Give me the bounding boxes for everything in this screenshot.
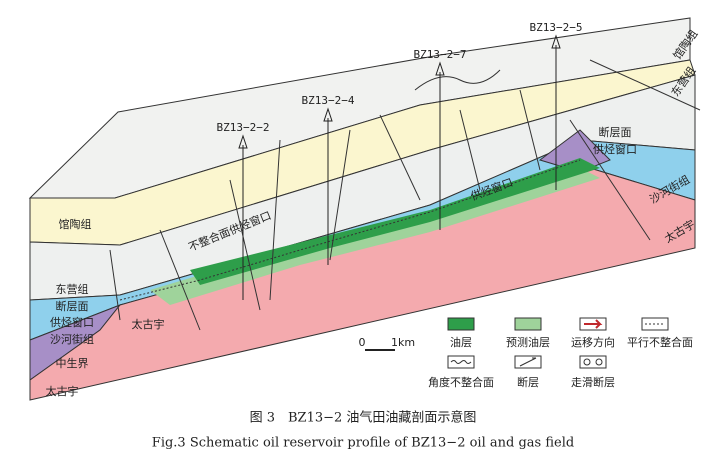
well-label: BZ13−2−7 — [414, 48, 467, 61]
formation-label: 馆陶组 — [59, 217, 92, 231]
legend-swatch — [447, 317, 475, 331]
derrick — [551, 34, 561, 49]
well-label: BZ13−2−2 — [217, 121, 270, 134]
legend-label: 断层 — [517, 375, 539, 389]
scale-zero: 0 — [359, 336, 366, 349]
formation-label: 供烃窗口 — [50, 315, 94, 329]
derrick — [238, 134, 248, 149]
formation-label: 断层面 — [56, 299, 89, 313]
formation-label: 太古宇 — [46, 385, 79, 398]
caption-zh: 图 3 BZ13−2 油气田油藏剖面示意图 — [250, 410, 477, 426]
formation-label: 中生界 — [56, 356, 89, 370]
derrick — [323, 107, 333, 122]
formation-label: 供烃窗口 — [593, 142, 637, 156]
fault — [414, 69, 501, 91]
legend-symbol — [595, 358, 603, 366]
legend-line — [519, 357, 537, 367]
well-label: BZ13−2−4 — [302, 94, 355, 107]
legend-label: 走滑断层 — [571, 375, 615, 389]
legend-line — [450, 360, 472, 364]
formation-label: 东营组 — [56, 282, 89, 296]
scale-unit: 1km — [391, 336, 415, 349]
oil-layer — [190, 158, 600, 285]
faults — [109, 59, 701, 331]
legend-label: 运移方向 — [571, 335, 615, 349]
legend-label: 角度不整合面 — [428, 375, 494, 389]
formation-label: 沙河街组 — [50, 332, 94, 346]
wells: BZ13−2−2 BZ13−2−4 BZ13−2−7 BZ13−2−5 — [217, 21, 583, 300]
derrick — [435, 61, 445, 76]
well-label: BZ13−2−5 — [530, 21, 583, 34]
legend-label: 平行不整合面 — [627, 335, 693, 349]
legend-arrow — [584, 319, 603, 329]
legend-symbol — [583, 358, 591, 366]
legend-label: 预测油层 — [506, 335, 550, 349]
caption-en: Fig.3 Schematic oil reservoir profile of… — [152, 436, 574, 451]
legend-swatch — [514, 317, 542, 331]
formation-label: 断层面 — [599, 125, 632, 139]
formation-label: 太古宇 — [132, 318, 165, 331]
legend-label: 油层 — [450, 335, 472, 349]
